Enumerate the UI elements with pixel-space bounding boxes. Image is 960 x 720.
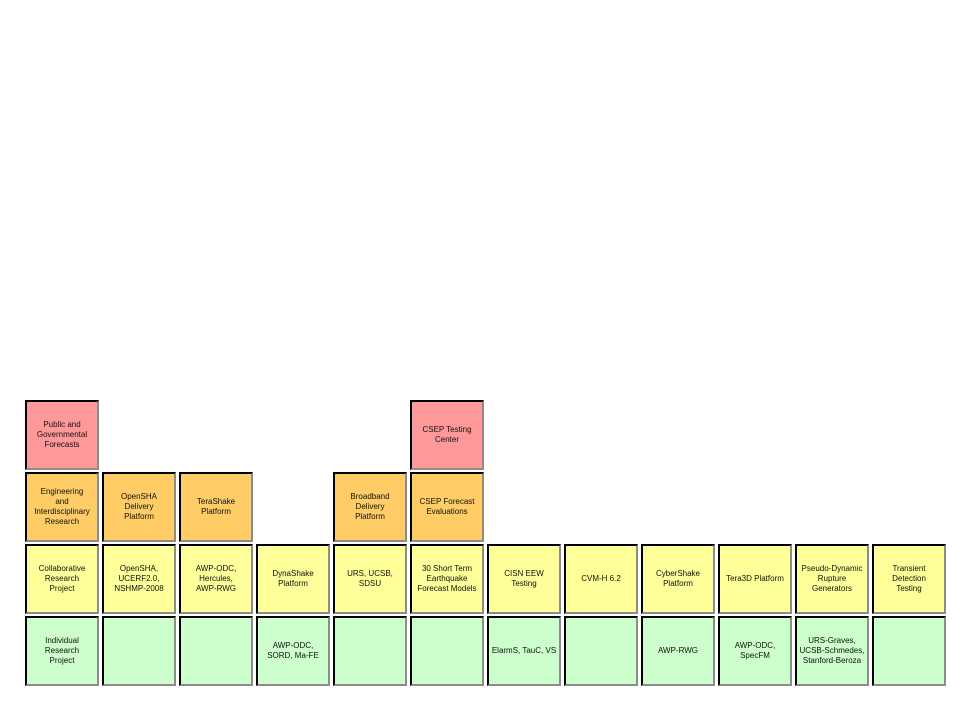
cell-empty <box>872 616 946 686</box>
cell-text: URS-Graves, UCSB-Schmedes, Stanford-Bero… <box>799 636 865 665</box>
row-label-text: Public and Governmental Forecasts <box>36 420 88 449</box>
cell-text: OpenSHA, UCERF2.0, NSHMP-2008 <box>114 564 164 593</box>
cell-text: CSEP Forecast Evaluations <box>419 497 475 516</box>
cell-text: CISN EEW Testing <box>504 569 544 588</box>
cell-text: ElarmS, TauC, VS <box>491 646 557 655</box>
cell-empty <box>102 616 176 686</box>
cell-text: DynaShake Platform <box>272 569 314 588</box>
cell-text: AWP-ODC, SpecFM <box>734 641 776 660</box>
cell-text: CSEP Testing Center <box>422 425 472 444</box>
cell-text: TeraShake Platform <box>196 497 236 516</box>
cell-cisn-eew-testing: CISN EEW Testing <box>487 544 561 614</box>
row-label-public-forecasts: Public and Governmental Forecasts <box>25 400 99 470</box>
cell-text: 30 Short Term Earthquake Forecast Models <box>417 564 477 593</box>
cell-text: Pseudo-Dynamic Rupture Generators <box>801 564 863 593</box>
cell-terashake-platform: TeraShake Platform <box>179 472 253 542</box>
cell-urs-graves: URS-Graves, UCSB-Schmedes, Stanford-Bero… <box>795 616 869 686</box>
cell-text: CVM-H 6.2 <box>581 574 621 583</box>
cell-awp-odc-sord: AWP-ODC, SORD, Ma-FE <box>256 616 330 686</box>
cell-broadband-delivery-platform: Broadband Delivery Platform <box>333 472 407 542</box>
cell-elarms-tauc-vs: ElarmS, TauC, VS <box>487 616 561 686</box>
cell-text: URS, UCSB, SDSU <box>347 569 393 588</box>
cell-text: Transient Detection Testing <box>892 564 926 593</box>
cell-text: AWP-ODC, SORD, Ma-FE <box>267 641 319 660</box>
row-label-engineering: Engineering and Interdisciplinary Resear… <box>25 472 99 542</box>
cell-cybershake-platform: CyberShake Platform <box>641 544 715 614</box>
cell-opensha-delivery-platform: OpenSHA Delivery Platform <box>102 472 176 542</box>
cell-empty <box>333 616 407 686</box>
cell-text: Broadband Delivery Platform <box>350 492 390 521</box>
row-label-text: Collaborative Research Project <box>38 564 86 593</box>
row-label-text: Individual Research Project <box>44 636 80 665</box>
row-label-individual: Individual Research Project <box>25 616 99 686</box>
cell-csep-forecast-evaluations: CSEP Forecast Evaluations <box>410 472 484 542</box>
cell-transient-detection-testing: Transient Detection Testing <box>872 544 946 614</box>
cell-awp-odc-specfm: AWP-ODC, SpecFM <box>718 616 792 686</box>
cell-opensha-ucerf: OpenSHA, UCERF2.0, NSHMP-2008 <box>102 544 176 614</box>
cell-text: Tera3D Platform <box>726 574 784 583</box>
cell-csep-testing-center: CSEP Testing Center <box>410 400 484 470</box>
cell-empty <box>179 616 253 686</box>
cell-awp-rwg: AWP-RWG <box>641 616 715 686</box>
cell-text: CyberShake Platform <box>655 569 701 588</box>
cell-pseudo-dynamic-rupture: Pseudo-Dynamic Rupture Generators <box>795 544 869 614</box>
cell-dynashake-platform: DynaShake Platform <box>256 544 330 614</box>
cell-awp-odc-hercules: AWP-ODC, Hercules, AWP-RWG <box>179 544 253 614</box>
row-label-text: Engineering and Interdisciplinary Resear… <box>34 487 90 526</box>
cell-text: AWP-ODC, Hercules, AWP-RWG <box>195 564 237 593</box>
cell-text: OpenSHA Delivery Platform <box>120 492 158 521</box>
cell-urs-ucsb-sdsu: URS, UCSB, SDSU <box>333 544 407 614</box>
cell-tera3d-platform: Tera3D Platform <box>718 544 792 614</box>
cell-text: AWP-RWG <box>658 646 698 655</box>
cell-cvm-h: CVM-H 6.2 <box>564 544 638 614</box>
cell-empty <box>564 616 638 686</box>
row-label-collaborative: Collaborative Research Project <box>25 544 99 614</box>
cell-empty <box>410 616 484 686</box>
cell-short-term-forecast-models: 30 Short Term Earthquake Forecast Models <box>410 544 484 614</box>
